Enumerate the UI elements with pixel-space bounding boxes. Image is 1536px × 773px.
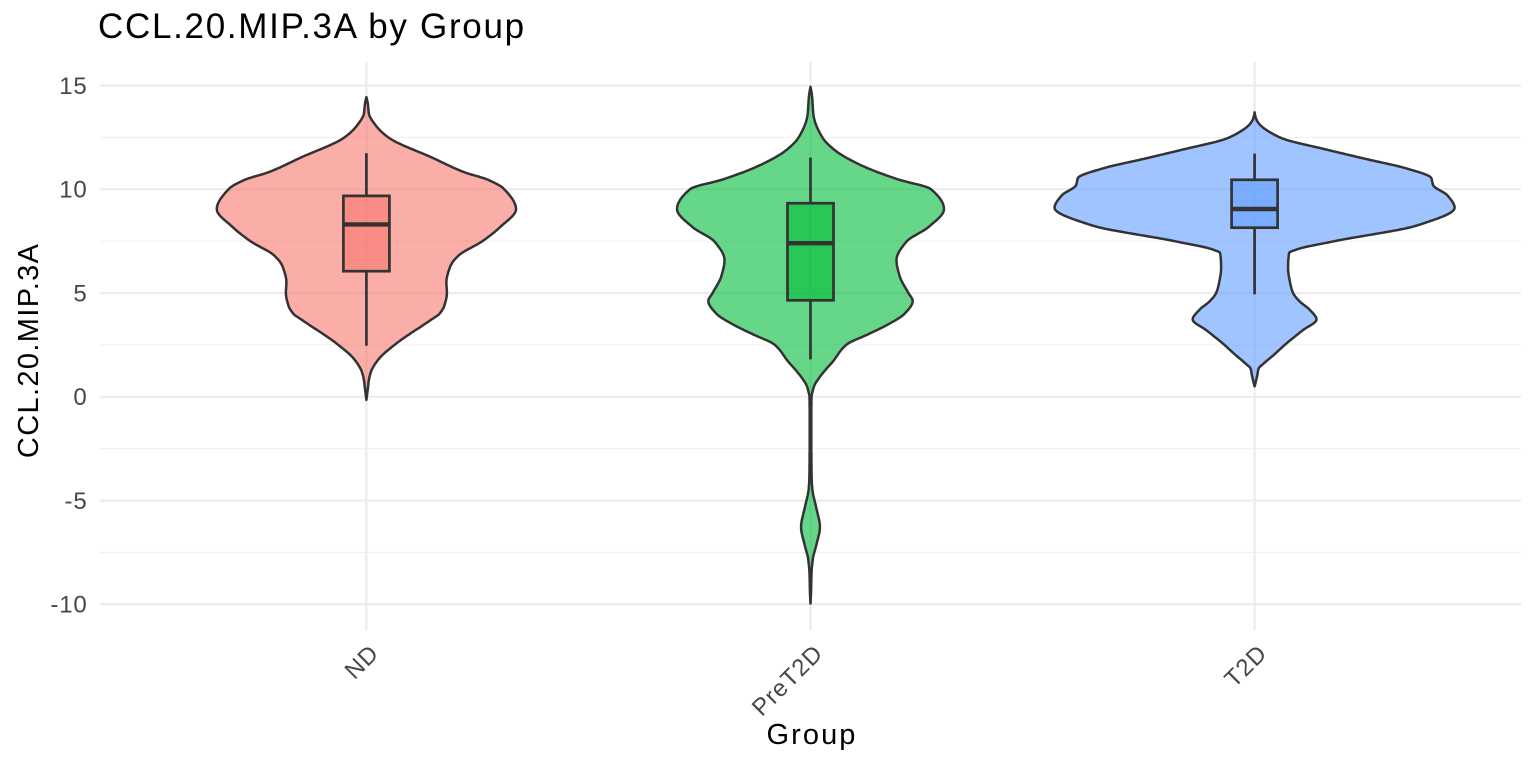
svg-text:-5: -5	[65, 488, 88, 515]
svg-text:-10: -10	[50, 592, 87, 619]
svg-text:0: 0	[73, 384, 87, 411]
svg-text:Group: Group	[766, 719, 857, 751]
svg-text:5: 5	[73, 280, 87, 307]
svg-text:15: 15	[59, 73, 87, 100]
svg-text:CCL.20.MIP.3A: CCL.20.MIP.3A	[13, 243, 45, 458]
svg-text:CCL.20.MIP.3A by Group: CCL.20.MIP.3A by Group	[98, 7, 526, 46]
svg-text:10: 10	[59, 177, 87, 204]
